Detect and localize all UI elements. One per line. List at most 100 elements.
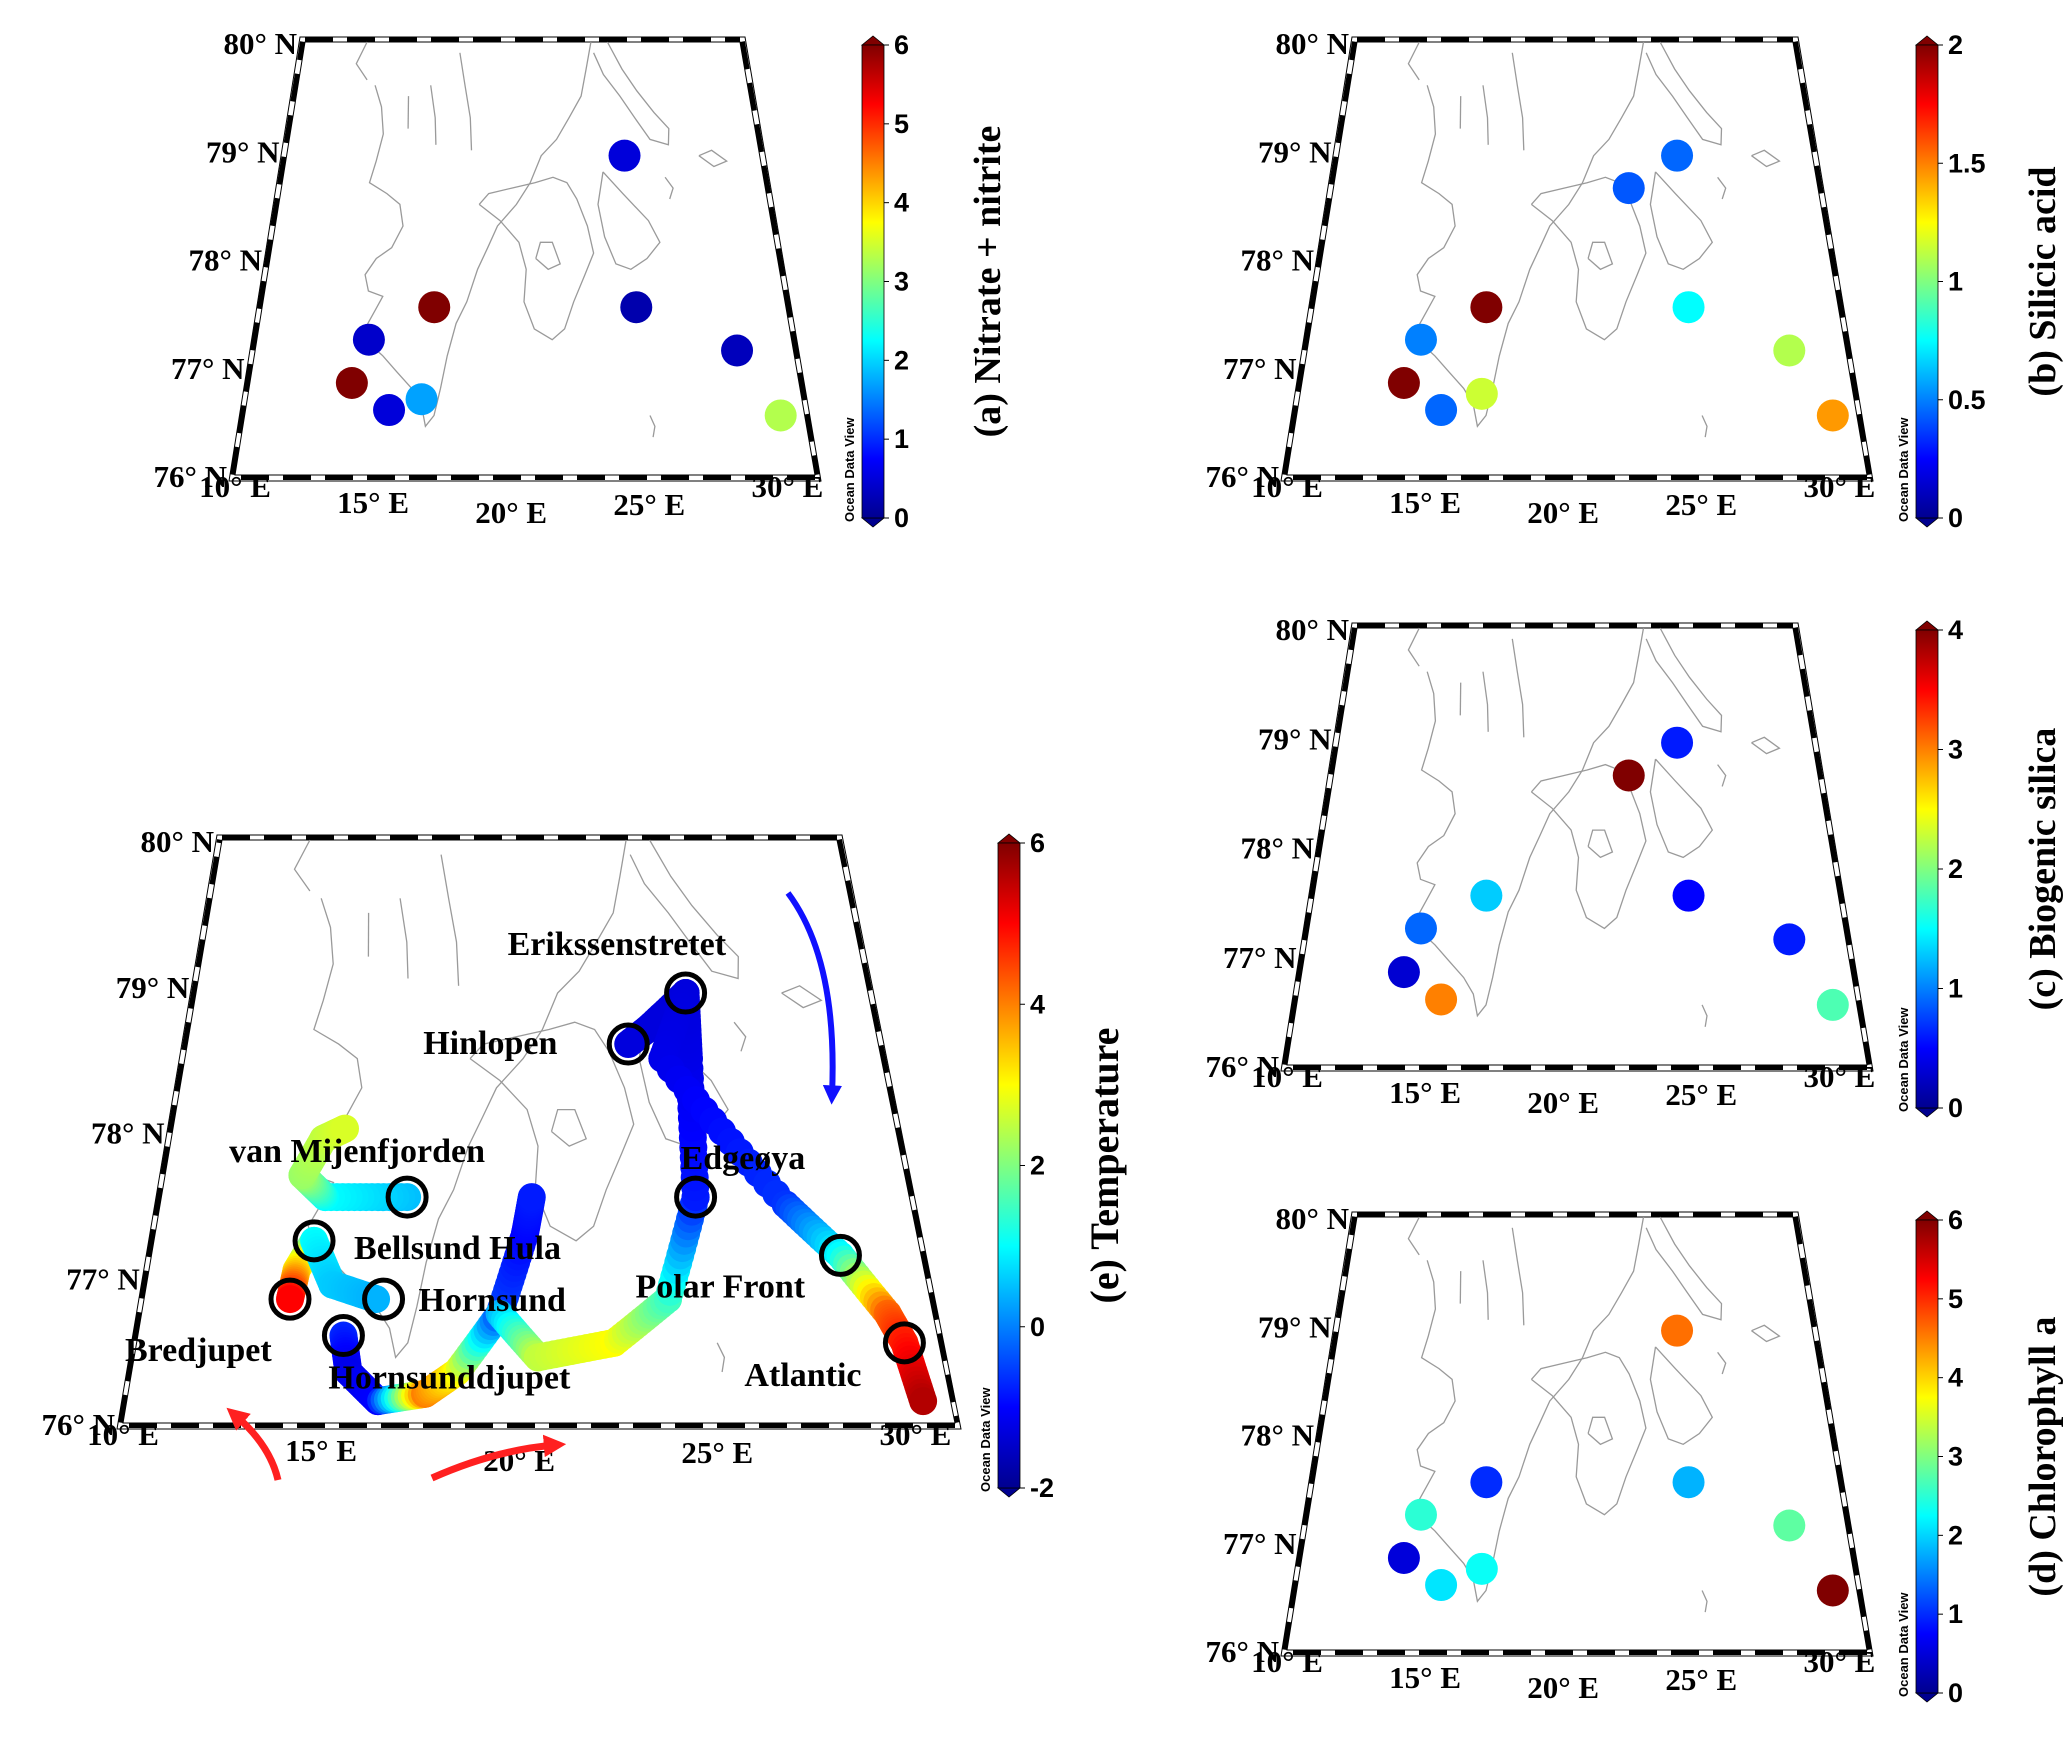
stations [1387,726,1849,1021]
station-dot [1773,334,1806,367]
lon-label: 25° E [1665,1077,1737,1112]
coastline [1482,1260,1489,1320]
station-dot [1404,1498,1437,1531]
station-markers: Erikssenstretet Hinlopen Edgeøya van Mijenf… [125,926,926,1397]
colorbar: 0 1 2 3 4 5 6 [860,30,909,533]
station-label: Hornsunddjupet [328,1360,571,1397]
station-circle-marker [674,1175,718,1219]
track-point [362,1285,391,1314]
coastline [1587,829,1614,859]
colorbar-tick-label: 2 [894,345,909,375]
coastline [1530,763,1647,930]
station-dot [1465,1552,1498,1585]
station-dot [1425,1569,1458,1602]
lon-label: 15° E [337,485,409,520]
station-dot [1612,759,1645,792]
station-label: Atlantic [744,1357,861,1394]
coastline [716,1342,726,1373]
colorbar-tick-label: 1 [1948,267,1963,297]
lon-label: 30° E [1803,1644,1875,1679]
cold-current-arrow [785,891,843,1105]
lon-label: 15° E [1389,1075,1461,1110]
station-circle-marker [882,1321,926,1365]
colorbar-tick-label: 1.5 [1948,148,1986,178]
lon-label: 20° E [1527,1670,1599,1705]
coastline [1751,736,1781,755]
stations [1387,139,1849,432]
current-arrows [226,891,843,1482]
colorbar-tick-label: 6 [894,30,909,60]
coastline [1416,41,1645,428]
station-circle-marker [818,1233,862,1277]
frame-inner [1286,627,1868,1066]
coastline [1645,627,1723,733]
lon-label: 25° E [1665,1662,1737,1697]
lon-label: 20° E [475,495,547,530]
colorbar-tick-label: 0 [1948,1093,1963,1123]
lat-label: 80° N [140,824,214,859]
lat-label: 76° N [153,459,227,494]
lat-label: 78° N [1240,1418,1314,1453]
track-point [517,1183,546,1212]
station-label: Erikssenstretet [508,926,727,963]
frame-tick-band [118,839,222,1423]
track-point [330,1114,359,1143]
coastline [1416,627,1645,1018]
colorbar-min-cap [860,517,886,528]
frame-tick-band [1282,41,1357,475]
track-point [275,1285,304,1314]
colorbar-min-cap [996,1487,1022,1498]
colorbar-tick-label: 2 [1030,1151,1045,1181]
colorbar-tick-label: 4 [1948,615,1963,645]
station-label: Polar Front [635,1268,805,1305]
coastline [469,1021,635,1242]
coastline [1530,176,1647,341]
lat-label: 77° N [1223,351,1297,386]
colorbar-ramp [997,842,1021,1489]
coastline [781,985,823,1009]
station-circle-marker [292,1219,336,1263]
lon-label: 15° E [1389,1660,1461,1695]
panel-d-chlorophyll-map: 80° N 79° N 78° N 77° N 76° N10° E 15° E 20° E… [1205,1201,2064,1708]
stations [1387,1314,1849,1607]
station-dot [405,383,438,416]
coastline [1701,415,1708,438]
coastline [1701,1590,1708,1613]
station-label: Edgeøya [681,1140,806,1177]
colorbar-tick-label: 6 [1948,1205,1963,1235]
coastline [1717,1351,1727,1375]
lat-label: 80° N [1275,1201,1349,1236]
coastline [1407,1216,1420,1256]
lon-label: 10° E [1251,1644,1323,1679]
lat-label: 79° N [1258,721,1332,756]
coastline [629,839,739,980]
lon-label: 10° E [87,1417,159,1452]
lon-label: 30° E [1803,1059,1875,1094]
colorbar: 0 0.5 1 1.5 2 [1914,30,1986,533]
coastline [698,149,729,168]
frame-tick-band [1282,627,1358,1066]
frame-tick-band [1282,1216,1357,1651]
colorbar-min-cap [1914,1107,1940,1118]
colorbar-max-cap [860,35,886,46]
colorbar-tick-label: 2 [1948,1520,1963,1550]
colorbar-tick-label: 3 [1948,1442,1963,1472]
station-dot [373,394,406,427]
frame-inner [234,41,816,476]
colorbar-max-cap [996,833,1022,844]
lon-label: 25° E [681,1435,753,1470]
coastline [1416,1216,1645,1603]
lat-label: 79° N [1258,134,1332,169]
lon-label: 20° E [1527,495,1599,530]
colorbar-tick-label: 2 [1948,854,1963,884]
station-circle-marker [606,1022,650,1066]
station-label: Hornsund [419,1282,566,1319]
colorbar-tick-label: 5 [1948,1284,1963,1314]
coastline [1511,1227,1525,1326]
warm-current-arrow [430,1434,567,1482]
coastline [1511,638,1525,738]
colorbar-tick-label: 4 [894,188,909,218]
colorbar-max-cap [1914,1210,1940,1221]
colorbar-min-cap [1914,1692,1940,1703]
odv-credit: Ocean Data View [1896,1007,1911,1112]
